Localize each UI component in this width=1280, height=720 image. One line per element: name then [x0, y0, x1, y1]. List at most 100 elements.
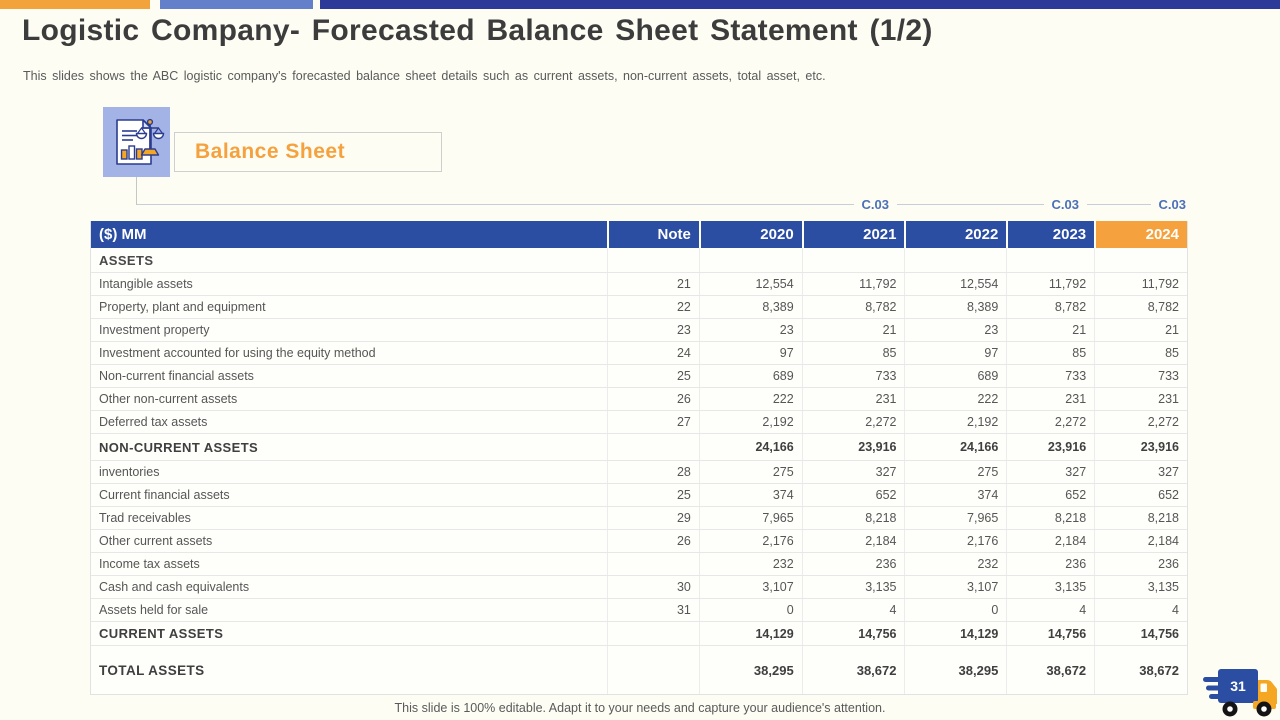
table-row-non-current-financial-assets: Non-current financial assets 25 689 733 689 7…	[91, 365, 1187, 388]
value-cell-2024: 652	[1094, 484, 1187, 506]
value-cell-2021: 8,218	[801, 507, 905, 529]
column-header-mm: ($) MM	[99, 226, 147, 243]
value-cell-2021: 3,135	[801, 576, 905, 598]
value-cell-2024: 3,135	[1094, 576, 1187, 598]
row-label: TOTAL ASSETS	[99, 662, 205, 678]
table-row-investment-accounted-for-using-the-equity-method: Investment accounted for using the equit…	[91, 342, 1187, 365]
section-label-box: Balance Sheet	[174, 132, 442, 172]
value-cell-2021: 236	[801, 553, 905, 575]
value-cell-2022: 222	[904, 388, 1006, 410]
row-label: Income tax assets	[99, 557, 200, 571]
note-ref-c03-2021: C.03	[853, 196, 897, 213]
note-cell: 25	[607, 484, 699, 506]
delivery-truck-icon: 31	[1203, 669, 1277, 717]
value-cell-2021: 231	[801, 388, 905, 410]
note-cell	[607, 248, 699, 272]
value-cell-2023: 231	[1006, 388, 1094, 410]
value-cell-2023: 327	[1006, 461, 1094, 483]
page-number: 31	[1230, 678, 1246, 694]
value-cell-2021: 11,792	[801, 273, 905, 295]
value-cell-2020: 12,554	[698, 273, 802, 295]
row-label: Investment property	[99, 323, 210, 337]
table-row-non-current-assets: NON-CURRENT ASSETS 24,166 23,916 24,166 23,9…	[91, 434, 1187, 461]
value-cell-2022: 14,129	[904, 622, 1006, 645]
value-cell-2024: 14,756	[1094, 622, 1187, 645]
value-cell-2020: 97	[698, 342, 802, 364]
value-cell-2022: 38,295	[904, 646, 1006, 694]
value-cell-2020: 222	[698, 388, 802, 410]
value-cell-2021: 2,184	[801, 530, 905, 552]
table-row-intangible-assets: Intangible assets 21 12,554 11,792 12,554 11,…	[91, 273, 1187, 296]
value-cell-2020	[698, 248, 802, 272]
balance-sheet-icon-tile	[103, 107, 170, 177]
value-cell-2023: 8,218	[1006, 507, 1094, 529]
value-cell-2020: 23	[698, 319, 802, 341]
value-cell-2021: 38,672	[801, 646, 905, 694]
value-cell-2021: 14,756	[801, 622, 905, 645]
column-header-2023: 2023	[1006, 221, 1094, 248]
row-label: inventories	[99, 465, 160, 479]
value-cell-2022: 2,176	[904, 530, 1006, 552]
value-cell-2024: 8,218	[1094, 507, 1187, 529]
topbar-blue-segment	[160, 0, 313, 9]
topbar-darkblue-segment	[320, 0, 1280, 9]
note-cell: 30	[607, 576, 699, 598]
value-cell-2020: 7,965	[698, 507, 802, 529]
value-cell-2023: 85	[1006, 342, 1094, 364]
value-cell-2022: 2,192	[904, 411, 1006, 433]
value-cell-2020: 8,389	[698, 296, 802, 318]
note-cell	[607, 622, 699, 645]
value-cell-2021	[801, 248, 905, 272]
table-row-cash-and-cash-equivalents: Cash and cash equivalents 30 3,107 3,135 3,1…	[91, 576, 1187, 599]
value-cell-2023: 14,756	[1006, 622, 1094, 645]
value-cell-2020: 2,176	[698, 530, 802, 552]
value-cell-2023: 2,272	[1006, 411, 1094, 433]
connector-line-vertical	[136, 177, 137, 205]
value-cell-2021: 327	[801, 461, 905, 483]
table-row-investment-property: Investment property 23 23 21 23 21 21	[91, 319, 1187, 342]
value-cell-2021: 8,782	[801, 296, 905, 318]
value-cell-2021: 652	[801, 484, 905, 506]
row-label: Current financial assets	[99, 488, 230, 502]
value-cell-2021: 733	[801, 365, 905, 387]
value-cell-2021: 21	[801, 319, 905, 341]
balance-sheet-table: ($) MM Note 2020 2021 2022 2023 2024 ASSETS In…	[90, 221, 1188, 695]
note-cell: 27	[607, 411, 699, 433]
table-row-income-tax-assets: Income tax assets 232 236 232 236 236	[91, 553, 1187, 576]
value-cell-2024: 327	[1094, 461, 1187, 483]
value-cell-2022: 7,965	[904, 507, 1006, 529]
row-label: ASSETS	[99, 252, 154, 268]
value-cell-2024: 11,792	[1094, 273, 1187, 295]
value-cell-2024: 2,184	[1094, 530, 1187, 552]
note-ref-c03-2024: C.03	[1150, 196, 1188, 213]
value-cell-2023: 23,916	[1006, 434, 1094, 460]
value-cell-2024: 8,782	[1094, 296, 1187, 318]
note-cell: 23	[607, 319, 699, 341]
value-cell-2023	[1006, 248, 1094, 272]
footer-note: This slide is 100% editable. Adapt it to…	[394, 701, 886, 715]
row-label: CURRENT ASSETS	[99, 626, 224, 641]
value-cell-2024: 23,916	[1094, 434, 1187, 460]
value-cell-2020: 38,295	[698, 646, 802, 694]
row-label: NON-CURRENT ASSETS	[99, 439, 259, 455]
value-cell-2024: 733	[1094, 365, 1187, 387]
value-cell-2023: 2,184	[1006, 530, 1094, 552]
row-label: Trad receivables	[99, 511, 191, 525]
value-cell-2022	[904, 248, 1006, 272]
row-label: Deferred tax assets	[99, 415, 208, 429]
value-cell-2023: 11,792	[1006, 273, 1094, 295]
balance-scale-document-icon	[115, 118, 164, 165]
column-header-2020: 2020	[698, 221, 802, 248]
value-cell-2024: 85	[1094, 342, 1187, 364]
value-cell-2023: 3,135	[1006, 576, 1094, 598]
column-header-2022: 2022	[904, 221, 1006, 248]
value-cell-2023: 4	[1006, 599, 1094, 621]
note-cell: 28	[607, 461, 699, 483]
note-cell: 29	[607, 507, 699, 529]
value-cell-2020: 232	[698, 553, 802, 575]
note-cell: 31	[607, 599, 699, 621]
table-row-other-current-assets: Other current assets 26 2,176 2,184 2,176 2,1…	[91, 530, 1187, 553]
connector-line-horizontal	[137, 204, 1183, 205]
note-cell: 22	[607, 296, 699, 318]
